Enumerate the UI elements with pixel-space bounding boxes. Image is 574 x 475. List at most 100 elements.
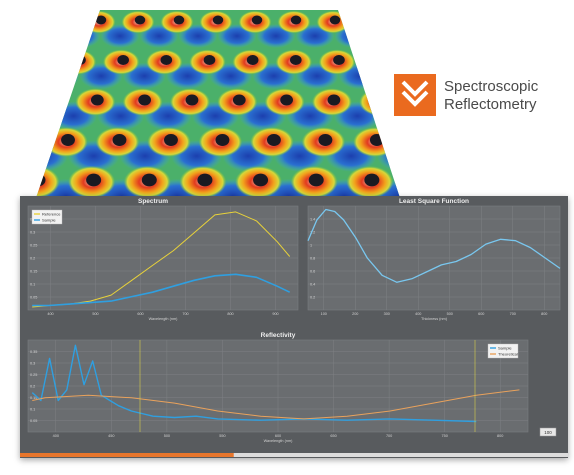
surface-pit <box>56 15 68 25</box>
least-square-chart-xtick-label: 200 <box>352 312 358 316</box>
spectrum-chart-xtick-label: 700 <box>182 312 188 316</box>
brand-title-line1: Spectroscopic <box>444 78 539 95</box>
surface-cold-zone <box>36 101 50 131</box>
surface-hot-zone <box>361 49 399 75</box>
spectrum-chart-ytick-label: 0.15 <box>30 270 37 274</box>
spectrum-chart-ytick-label: 0.1 <box>30 283 35 287</box>
least-square-chart-xtick-label: 300 <box>384 312 390 316</box>
brand-block: Spectroscopic Reflectometry <box>394 74 564 120</box>
reflectivity-chart-ytick-label: 0.1 <box>30 408 35 412</box>
least-square-chart-xlabel: Thickness (nm) <box>421 317 448 321</box>
surface-pit <box>203 55 216 65</box>
reflectivity-chart-xtick-label: 500 <box>164 434 170 438</box>
surface-pit <box>141 173 157 187</box>
surface-pit <box>266 134 281 146</box>
reflectivity-chart-xtick-label: 550 <box>219 434 225 438</box>
least-square-chart-xtick-label: 700 <box>510 312 516 316</box>
surface-hot-zone <box>36 49 54 75</box>
spectrum-chart-ytick-label: 0.3 <box>30 231 35 235</box>
reflectivity-chart-xtick-label: 400 <box>53 434 59 438</box>
surface-pit <box>253 173 269 187</box>
reflectivity-chart-ytick-label: 0.35 <box>30 350 37 354</box>
reflectivity-chart: Reflectivity 0.35 0.3 0.25 0.2 0.15 0.1 0.05 400… <box>27 332 529 443</box>
brand-title-line2: Reflectometry <box>444 96 537 113</box>
surface-hot-zone <box>0 166 4 198</box>
least-square-chart-series-line <box>307 208 561 283</box>
surface-hot-zone <box>405 127 449 157</box>
surface-pit <box>185 94 199 106</box>
surface-pit <box>173 15 185 25</box>
zoom-field[interactable] <box>539 427 557 437</box>
surface-pit <box>160 55 173 65</box>
reflectivity-chart-xtick-label: 650 <box>330 434 336 438</box>
reflectometry-surface-image <box>0 10 479 198</box>
least-square-chart-xtick-label: 400 <box>415 312 421 316</box>
reflectivity-chart-ytick-label: 0.25 <box>30 373 37 377</box>
reflectivity-chart-title: Reflectivity <box>261 332 296 339</box>
reflectivity-chart-xtick-label: 800 <box>497 434 503 438</box>
spectrum-chart-xtick-label: 500 <box>92 312 98 316</box>
surface-cold-zone <box>376 140 400 172</box>
surface-pit <box>212 15 224 25</box>
measurement-window: Spectrum 0.35 0.3 0.25 0.2 0.15 0.1 0.05 400 500 6… <box>20 196 568 458</box>
surface-pit <box>10 134 24 146</box>
reflectivity-chart-ytick-label: 0.15 <box>30 396 37 400</box>
surface-hot-zone <box>36 127 37 157</box>
surface-pit <box>369 134 384 146</box>
surface-pit <box>376 55 388 65</box>
surface-pit <box>90 94 104 106</box>
spectrum-chart-xtick-label: 600 <box>137 312 143 316</box>
spectrum-chart: Spectrum0.350.30.250.20.150.10.054005006… <box>27 198 299 321</box>
spectrum-chart-legend-label: Reference <box>42 212 61 217</box>
surface-pit <box>308 173 324 187</box>
surface-hot-zone <box>402 166 449 198</box>
surface-pit <box>43 94 57 106</box>
surface-pit <box>280 94 293 106</box>
reflectivity-chart-xlabel: Wavelength (nm) <box>264 439 294 443</box>
reflectivity-chart-xtick-label: 600 <box>275 434 281 438</box>
least-square-chart: Least Square Function 1.4 1.2 1 0.8 0.6 0.4 0.2… <box>307 198 561 321</box>
least-square-chart-xtick-label: 500 <box>447 312 453 316</box>
least-square-chart-xtick-label: 800 <box>541 312 547 316</box>
surface-cold-zone <box>36 62 80 90</box>
surface-pit <box>86 173 102 187</box>
spectrum-chart-series-line <box>32 273 291 307</box>
least-square-chart-ytick-label: 0.4 <box>310 283 315 287</box>
spectrum-chart-ytick-label: 0.25 <box>30 244 37 248</box>
surface-pit <box>74 55 86 65</box>
reflectivity-chart-xtick-label: 750 <box>441 434 447 438</box>
reflectivity-chart-ytick-label: 0.3 <box>30 362 35 366</box>
least-square-chart-ytick-label: 1 <box>310 244 312 248</box>
double-chevron-down-icon <box>394 74 436 116</box>
surface-pit <box>138 94 152 106</box>
surface-pit <box>364 173 380 187</box>
surface-pit <box>112 134 127 146</box>
surface-pit <box>0 95 9 106</box>
spectrum-chart-legend-label: Sample <box>42 218 56 223</box>
surface-hot-zone <box>36 10 38 34</box>
surface-hot-zone <box>43 10 77 34</box>
surface-pit <box>95 15 107 25</box>
surface-pit <box>117 55 129 65</box>
surface-pit <box>18 16 29 25</box>
least-square-chart-title: Least Square Function <box>399 198 469 205</box>
surface-hot-zone <box>36 88 69 116</box>
surface-pit <box>215 134 230 146</box>
progress-track <box>20 453 568 457</box>
surface-pit <box>374 94 388 106</box>
surface-pit <box>421 134 435 146</box>
surface-hot-zone <box>36 165 60 198</box>
least-square-chart-ytick-label: 0.2 <box>310 296 315 300</box>
reflectivity-chart-ytick-label: 0.05 <box>30 419 37 423</box>
least-square-chart-xtick-label: 600 <box>478 312 484 316</box>
surface-pit <box>36 55 43 65</box>
surface-pit <box>420 174 435 187</box>
spectrum-chart-xtick-label: 900 <box>272 312 278 316</box>
surface-cold-zone <box>428 140 479 172</box>
least-square-chart-ytick-label: 1.2 <box>310 231 315 235</box>
reflectivity-chart-xtick-label: 700 <box>386 434 392 438</box>
reflectivity-chart-xtick-label: 450 <box>108 434 114 438</box>
spectrum-chart-title: Spectrum <box>138 198 168 205</box>
surface-hot-zone <box>59 49 97 75</box>
reflectivity-chart-ytick-label: 0.2 <box>30 385 35 389</box>
